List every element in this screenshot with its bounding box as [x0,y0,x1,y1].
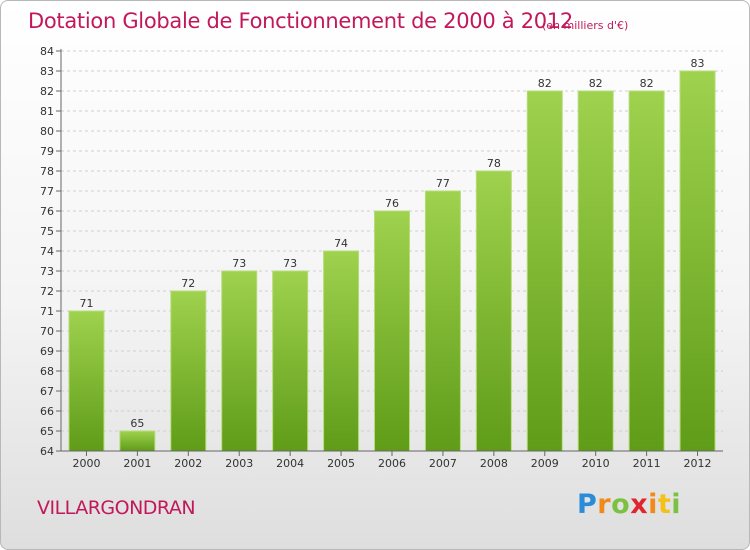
bar-value-label: 73 [232,257,246,270]
y-tick-label: 84 [40,45,54,58]
bar [170,290,207,452]
logo-letter: i [648,489,658,520]
bar-value-label: 82 [640,77,654,90]
bar-value-label: 78 [487,157,501,170]
y-tick-label: 64 [40,445,54,458]
bar-value-label: 65 [130,417,144,430]
y-tick-label: 73 [40,265,54,278]
y-tick-label: 83 [40,65,54,78]
x-tick-label: 2004 [276,457,304,470]
bar [221,270,258,452]
x-tick-label: 2001 [123,457,151,470]
y-tick-label: 79 [40,145,54,158]
x-tick-label: 2005 [327,457,355,470]
bar-value-label: 82 [538,77,552,90]
chart-title: Dotation Globale de Fonctionnement de 20… [28,9,573,33]
y-tick-label: 70 [40,325,54,338]
bar [68,310,105,452]
bar [424,190,461,452]
y-tick-label: 82 [40,85,54,98]
bar-value-label: 76 [385,197,399,210]
logo-letter: r [597,489,612,520]
bar [679,70,716,452]
bars [68,70,716,452]
bar-value-label: 72 [181,277,195,290]
bar [119,430,156,452]
y-tick-label: 71 [40,305,54,318]
logo-letter: x [630,489,649,520]
x-tick-label: 2000 [72,457,100,470]
x-tick-label: 2011 [633,457,661,470]
y-tick-label: 76 [40,205,54,218]
logo-letter: t [657,489,672,520]
x-tick-label: 2010 [582,457,610,470]
logo-letter: P [577,489,598,520]
y-tick-label: 72 [40,285,54,298]
x-tick-label: 2002 [174,457,202,470]
x-tick-label: 2003 [225,457,253,470]
x-tick-label: 2012 [684,457,712,470]
y-tick-label: 75 [40,225,54,238]
bar-value-label: 73 [283,257,297,270]
commune-name: VILLARGONDRAN [37,497,196,519]
bar-value-label: 82 [589,77,603,90]
proxiti-logo: Proxiti [577,489,681,520]
y-tick-label: 80 [40,125,54,138]
bar [526,90,563,452]
y-tick-label: 65 [40,425,54,438]
bar [577,90,614,452]
bar [272,270,309,452]
bar [323,250,360,452]
y-tick-label: 81 [40,105,54,118]
bar-value-label: 71 [79,297,93,310]
x-tick-label: 2009 [531,457,559,470]
y-axis-ticks: 64 65 66 67 68 69 70 71 72 73 74 75 76 77 78 79 80 81 82 83… [40,45,61,458]
axes [60,49,723,452]
x-axis-ticks: 2000 2001 2002 2003 2004 2005 2006 2007 2008 2009… [72,451,712,470]
y-tick-label: 69 [40,345,54,358]
y-tick-label: 78 [40,165,54,178]
x-tick-label: 2007 [429,457,457,470]
bar [475,170,512,452]
y-tick-label: 74 [40,245,54,258]
logo-letter: i [671,489,682,520]
y-tick-label: 66 [40,405,54,418]
x-tick-label: 2008 [480,457,508,470]
y-tick-label: 68 [40,365,54,378]
chart-subtitle: (en milliers d'€) [542,19,629,32]
bar-value-label: 77 [436,177,450,190]
y-tick-label: 77 [40,185,54,198]
bar [374,210,410,452]
x-tick-label: 2006 [378,457,406,470]
bar-value-labels: 71 65 72 73 73 74 76 77 78 82 82 82 83 [79,57,704,430]
bar-value-label: 74 [334,237,348,250]
y-tick-label: 67 [40,385,54,398]
bar-value-label: 83 [691,57,705,70]
logo-letter: o [611,489,631,520]
bar [628,90,665,452]
